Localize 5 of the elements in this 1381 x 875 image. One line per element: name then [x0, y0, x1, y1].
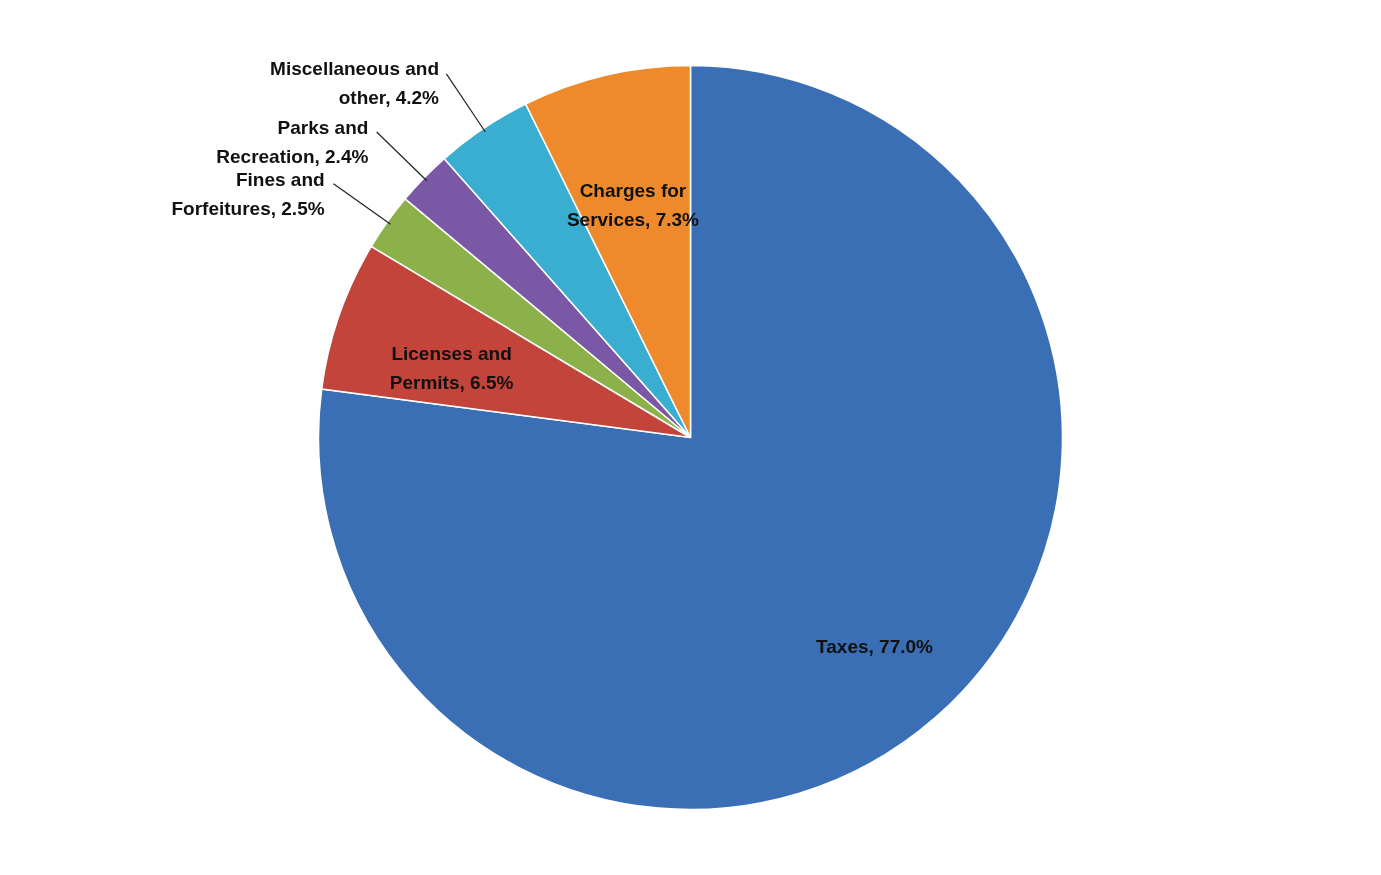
- slice-label: Parks and Recreation, 2.4%: [216, 116, 369, 167]
- slice-label: Miscellaneous and other, 4.2%: [270, 57, 440, 108]
- slice-label: Taxes, 77.0%: [816, 636, 934, 658]
- slice-label: Licenses and Permits, 6.5%: [389, 343, 514, 394]
- slice-label: Fines and Forfeitures, 2.5%: [171, 169, 325, 220]
